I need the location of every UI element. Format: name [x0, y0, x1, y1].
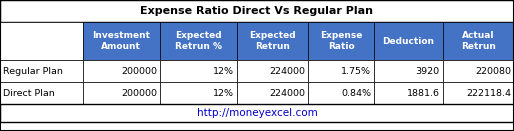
- Bar: [160, 82, 237, 104]
- Bar: [83, 22, 160, 60]
- Text: Actual
Retrun: Actual Retrun: [461, 31, 495, 51]
- Text: Expense
Ratio: Expense Ratio: [320, 31, 362, 51]
- Bar: [308, 60, 374, 82]
- Bar: [160, 22, 237, 60]
- Text: Expected
Retrun %: Expected Retrun %: [175, 31, 222, 51]
- Bar: [237, 60, 308, 82]
- Bar: [237, 22, 308, 60]
- Text: 224000: 224000: [269, 67, 305, 75]
- Text: 3920: 3920: [415, 67, 439, 75]
- Text: 224000: 224000: [269, 89, 305, 97]
- Bar: [237, 82, 308, 104]
- Text: 200000: 200000: [121, 67, 157, 75]
- Bar: [0, 60, 83, 82]
- Text: 12%: 12%: [213, 67, 234, 75]
- Text: 1.75%: 1.75%: [341, 67, 371, 75]
- Bar: [0, 82, 83, 104]
- Text: 220080: 220080: [475, 67, 511, 75]
- Text: 200000: 200000: [121, 89, 157, 97]
- Bar: [308, 82, 374, 104]
- Bar: [443, 22, 514, 60]
- Bar: [443, 60, 514, 82]
- Bar: [0, 22, 83, 60]
- Bar: [443, 82, 514, 104]
- Bar: [374, 60, 443, 82]
- Bar: [83, 60, 160, 82]
- Bar: [0, 0, 514, 22]
- Text: 12%: 12%: [213, 89, 234, 97]
- Text: Expense Ratio Direct Vs Regular Plan: Expense Ratio Direct Vs Regular Plan: [140, 6, 374, 16]
- Text: 1881.6: 1881.6: [407, 89, 439, 97]
- Text: Direct Plan: Direct Plan: [3, 89, 55, 97]
- Bar: [83, 82, 160, 104]
- Text: Deduction: Deduction: [382, 37, 434, 45]
- Text: 222118.4: 222118.4: [466, 89, 511, 97]
- Text: Regular Plan: Regular Plan: [3, 67, 63, 75]
- Bar: [374, 22, 443, 60]
- Text: Investment
Amount: Investment Amount: [93, 31, 151, 51]
- Bar: [160, 60, 237, 82]
- Bar: [308, 22, 374, 60]
- Text: http://moneyexcel.com: http://moneyexcel.com: [197, 108, 317, 118]
- Bar: [0, 104, 514, 122]
- Text: Expected
Retrun: Expected Retrun: [249, 31, 296, 51]
- Text: 0.84%: 0.84%: [341, 89, 371, 97]
- Bar: [374, 82, 443, 104]
